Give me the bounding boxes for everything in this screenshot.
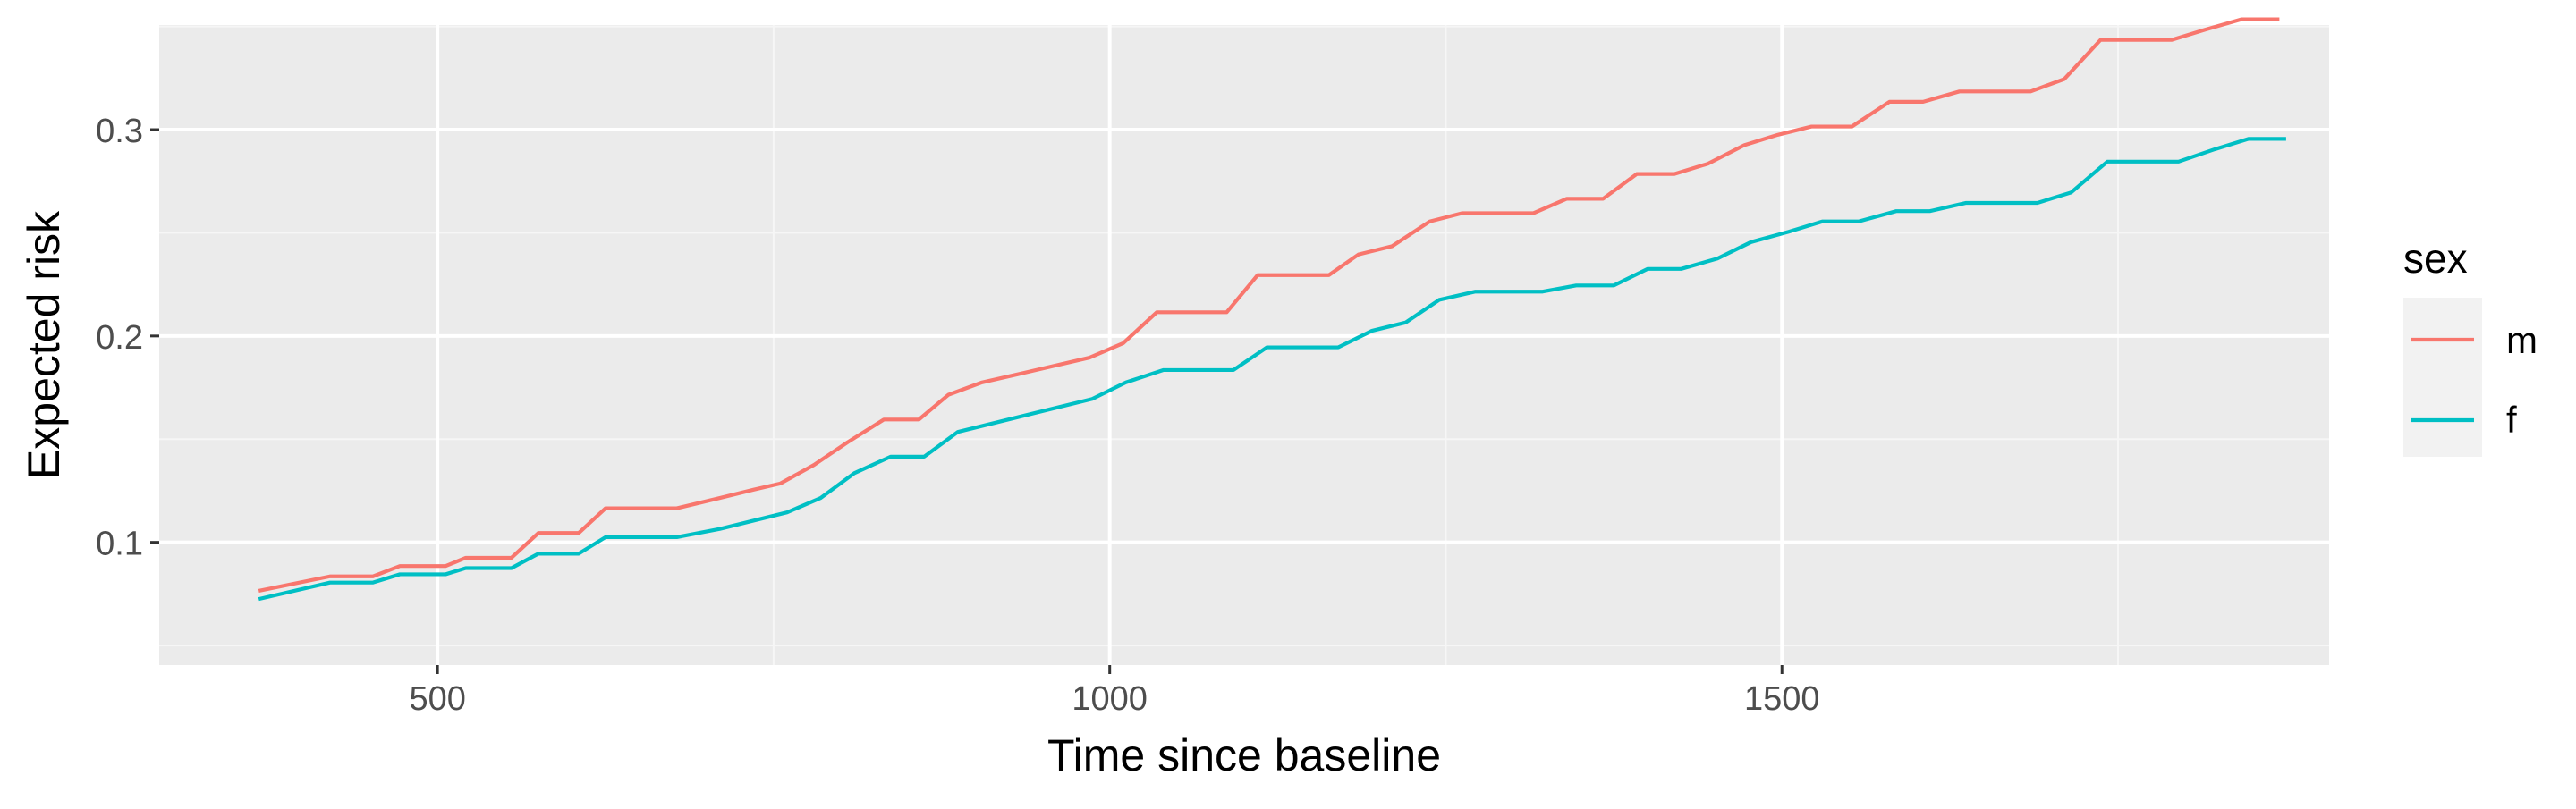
- series-layer: [258, 17, 2286, 602]
- x-axis-title: Time since baseline: [1047, 730, 1441, 780]
- x-tick-label: 500: [409, 680, 465, 718]
- legend: sex m f: [2403, 235, 2538, 457]
- legend-title: sex: [2403, 235, 2468, 282]
- y-tick-label: 0.1: [96, 526, 143, 563]
- x-tick-label: 1500: [1744, 680, 1820, 718]
- y-tick-label: 0.3: [96, 113, 143, 150]
- legend-label-m: m: [2506, 319, 2538, 361]
- plot-panel: [159, 25, 2329, 665]
- series-line-m: [258, 17, 2280, 593]
- tick-layer: 500 1000 1500 0.1 0.2 0.3: [96, 113, 1819, 718]
- series-line-f: [258, 137, 2286, 602]
- grid-layer: [159, 25, 2329, 665]
- x-tick-label: 1000: [1072, 680, 1148, 718]
- y-tick-label: 0.2: [96, 319, 143, 357]
- y-axis-title: Expected risk: [19, 210, 69, 479]
- legend-label-f: f: [2506, 399, 2517, 441]
- legend-key-background: [2403, 298, 2482, 457]
